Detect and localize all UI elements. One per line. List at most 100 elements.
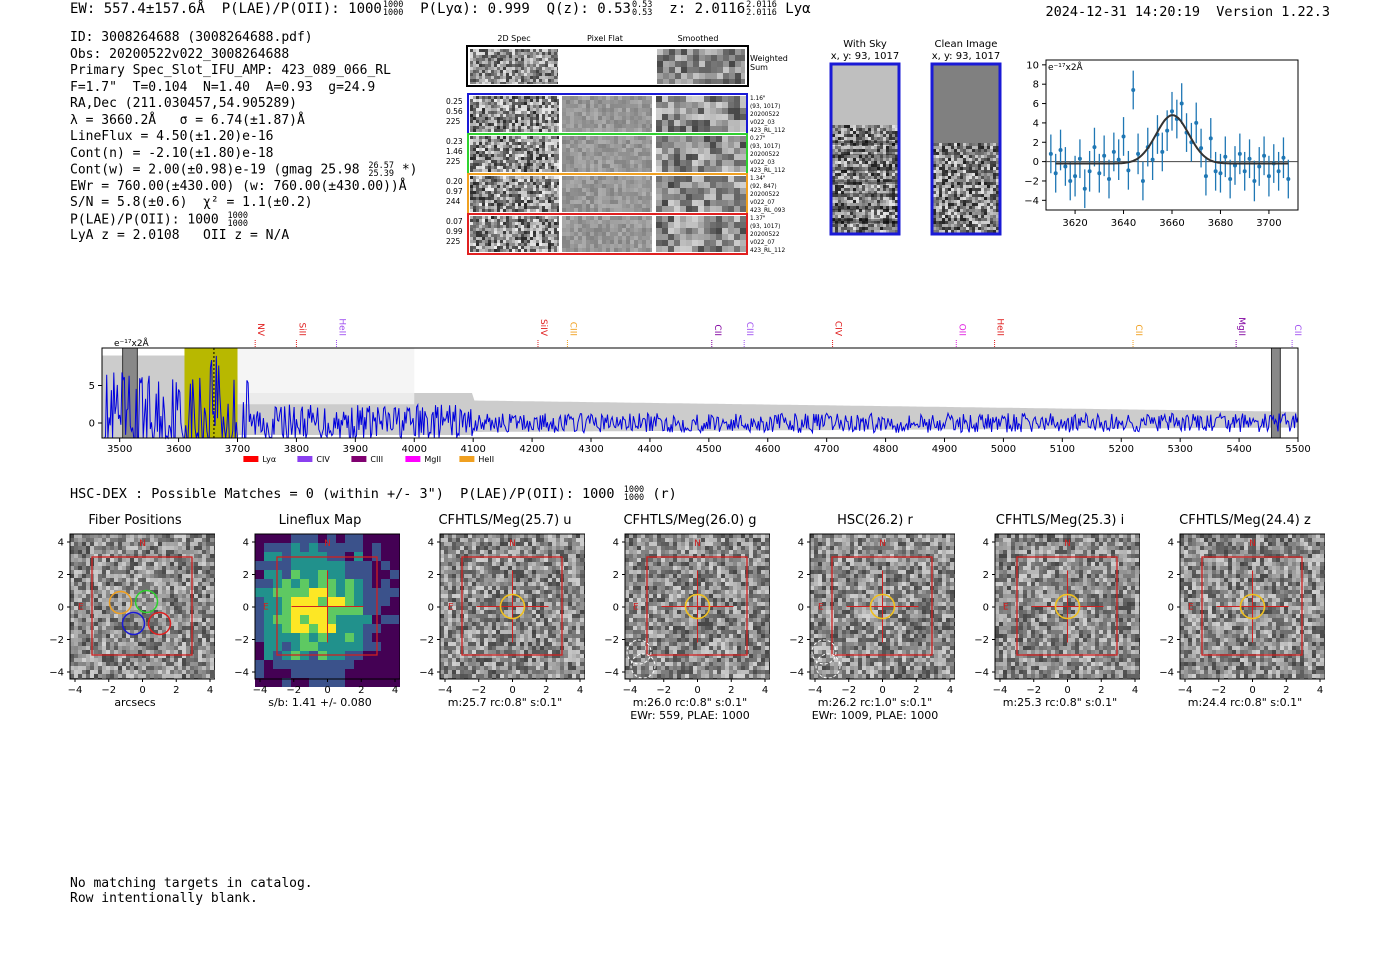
map-pixel — [264, 579, 273, 588]
map-pixel — [327, 669, 336, 678]
fit-y-tick-label: −2 — [1024, 176, 1039, 187]
imaging-panels: Fiber Positions N E −4 4 −2 2 0 0 2 −2 4 −4 arcsecs Li… — [0, 510, 1400, 725]
map-pixel — [372, 678, 381, 687]
fit-data-point — [1058, 148, 1063, 152]
map-pixel — [291, 588, 300, 597]
full-spectrum-plot: 3500 3600 3700 3800 3900 4000 4100 4200 4300 4400… — [89, 317, 1311, 464]
panel-x-tick-label: 4 — [1132, 685, 1138, 696]
spectrum-legend-label: CIV — [316, 455, 330, 464]
cutout-smoothed — [656, 136, 747, 172]
spectrum-axes-frame — [101, 347, 1299, 439]
panel-x-tick-label: −4 — [993, 685, 1008, 696]
cutout-left-label: 225 — [446, 237, 461, 246]
cutout-right-label: 0.27" — [750, 136, 766, 142]
map-pixel — [318, 624, 327, 633]
fit-data-point — [1194, 120, 1199, 125]
map-pixel — [336, 624, 345, 633]
map-pixel — [309, 642, 318, 651]
map-pixel — [300, 543, 309, 552]
map-pixel — [336, 633, 345, 642]
map-pixel — [372, 534, 381, 543]
aperture-box — [646, 556, 748, 656]
map-pixel — [381, 552, 390, 561]
cutout-right-label: v022_03 — [750, 160, 775, 166]
fit-data-point — [1048, 151, 1053, 156]
cutout-divider — [559, 136, 562, 172]
fit-y-tick-label: 6 — [1033, 99, 1039, 110]
map-pixel — [255, 579, 264, 588]
info-ewr: EWr = 760.00(±430.00) (w: 760.00(±430.00… — [70, 178, 407, 194]
map-pixel — [336, 606, 345, 615]
fit-data-point — [1286, 177, 1291, 182]
cutout-left-label: 0.07 — [446, 217, 463, 226]
panel-y-tick-label: 0 — [1168, 603, 1174, 614]
line-fit-plot: 3620 3640 3660 3680 3700 −4 −2 0 2 4 6 8 10 e⁻¹⁷x2Å — [1024, 59, 1299, 229]
panel-x-tick-label: −4 — [68, 685, 83, 696]
header-z: z: 2.0116 — [652, 1, 746, 17]
spectrum-line-label: MgII — [1236, 317, 1246, 336]
fiber-circle — [147, 611, 172, 636]
map-pixel — [363, 561, 372, 570]
map-pixel — [318, 633, 327, 642]
sky-stripe — [832, 219, 898, 223]
map-pixel — [309, 543, 318, 552]
map-pixel — [327, 534, 336, 543]
panel-x-tick-label: 2 — [913, 685, 919, 696]
panel-image-img: N E −4 4 −2 2 0 0 2 −2 4 −4 — [974, 533, 1140, 696]
map-pixel — [354, 615, 363, 624]
panel-x-tick-label: −2 — [286, 685, 301, 696]
fit-data-point — [1203, 174, 1208, 179]
cutout-smoothed — [656, 176, 747, 212]
map-pixel — [309, 606, 318, 615]
map-pixel — [264, 669, 273, 678]
cutout-right-label: 423_RL_112 — [750, 168, 785, 174]
map-pixel — [282, 534, 291, 543]
map-pixel — [255, 597, 264, 606]
panel-subtitle: s/b: 1.41 +/- 0.080 — [268, 696, 372, 709]
spectrum-x-tick-label: 4300 — [578, 444, 603, 455]
cutout-right-label: 20200522 — [750, 152, 780, 158]
map-pixel — [327, 588, 336, 597]
map-pixel — [309, 633, 318, 642]
cutout-right-label: 1.16" — [750, 96, 766, 102]
sky-panel-coords: x, y: 93, 1017 — [932, 51, 1001, 62]
fit-data-point — [1170, 109, 1174, 114]
cutout-left-label: 244 — [446, 197, 461, 206]
spectrum-legend-label: HeII — [478, 455, 494, 464]
map-pixel — [336, 660, 345, 669]
map-pixel — [318, 606, 327, 615]
panel-x-tick-label: 2 — [1098, 685, 1104, 696]
map-pixel — [363, 597, 372, 606]
spectrum-line-label: CIII — [744, 322, 754, 336]
spectrum-x-tick-label: 4700 — [814, 444, 839, 455]
target-circle — [499, 593, 526, 620]
fit-data-point — [1136, 151, 1141, 156]
spectrum-line-label: CII — [1133, 324, 1143, 336]
map-pixel — [309, 678, 318, 687]
panel-x-tick-label: 4 — [1317, 685, 1323, 696]
spectrum-y-tick-label: 5 — [89, 381, 95, 392]
cutout-2d-spec — [470, 96, 559, 132]
panel-y-tick-label: −4 — [234, 668, 249, 679]
map-pixel — [390, 570, 399, 579]
cutout-col-title: Pixel Flat — [587, 34, 623, 43]
fit-y-tick-label: 2 — [1033, 138, 1039, 149]
panel-subtitle: m:24.4 rc:0.8" s:0.1" — [1187, 696, 1303, 709]
map-pixel — [345, 561, 354, 570]
map-pixel — [309, 534, 318, 543]
map-pixel — [264, 678, 273, 687]
spectrum-masked-region — [1270, 347, 1281, 439]
cutout-pixel-flat — [562, 96, 652, 132]
sky-stripe — [832, 167, 898, 171]
map-pixel — [399, 678, 400, 687]
cutout-right-label: 20200522 — [750, 112, 780, 118]
cutout-pixel-flat — [562, 176, 652, 212]
map-pixel — [363, 534, 372, 543]
map-pixel — [273, 660, 282, 669]
fit-data-point — [1140, 178, 1145, 183]
aperture-box — [461, 556, 563, 656]
panel-x-tick-label: −4 — [808, 685, 823, 696]
sky-stripe — [832, 141, 898, 145]
cutout-right-label: (93, 1017) — [750, 144, 780, 150]
